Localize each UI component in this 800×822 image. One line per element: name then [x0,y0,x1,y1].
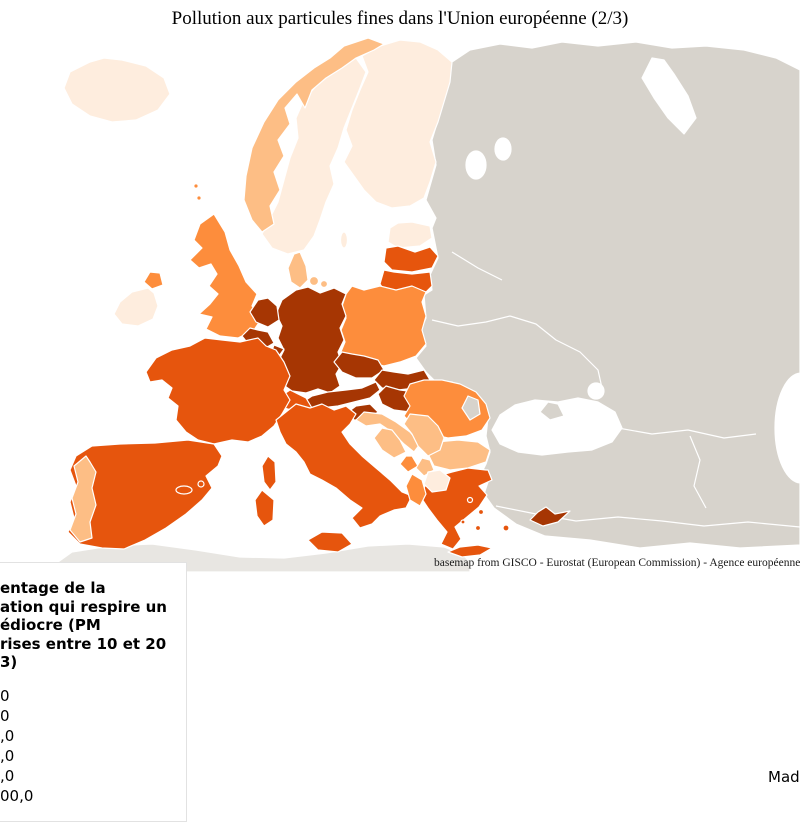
lake-onega [494,137,512,161]
country-denmark [287,251,309,289]
island-gotland [339,231,349,249]
aegean-island [460,519,466,525]
legend-values: 0 0 ,0 ,0 ,0 00,0 [0,686,186,806]
country-italy [275,403,413,529]
country-moldova [461,395,481,421]
island-mallorca [175,485,193,495]
country-norway [243,37,385,233]
country-latvia [383,245,439,273]
country-bosnia-herzegovina [373,427,407,459]
region-northern-ireland [143,271,164,290]
country-germany [275,286,347,394]
basemap-attribution: basemap from GISCO - Eurostat (European … [434,557,800,569]
country-cyprus [529,506,571,527]
country-bulgaria [427,439,491,471]
island-sardinia [254,489,275,527]
crimea [539,401,565,421]
country-north-macedonia [423,469,451,493]
sea-of-azov [587,382,605,400]
denmark-island [319,279,329,289]
europe-choropleth-map [57,37,800,573]
khartis-credit: Made with Khartis [768,768,800,786]
country-france [145,337,291,445]
country-estonia [387,221,433,249]
country-united-kingdom [189,213,263,339]
country-serbia [403,413,445,457]
aegean-island [466,496,474,504]
country-montenegro [399,455,419,473]
aegean-island [477,508,485,516]
caspian-sea [774,372,800,484]
island-menorca [197,480,205,488]
white-sea [641,57,697,135]
map-title: Pollution aux particules fines dans l'Un… [171,8,629,29]
island-sicily [307,531,353,553]
country-sweden [261,57,367,255]
legend-value-label: ,0 [0,726,15,745]
island-rhodes [502,524,510,532]
legend-box: entage de la ation qui respire un édiocr… [0,562,187,822]
aegean-island [474,524,482,532]
legend-value-label: 00,0 [0,786,34,805]
denmark-island [308,275,320,287]
island-corsica [261,455,277,491]
country-finland [343,39,453,209]
legend-value-label: ,0 [0,766,15,785]
legend-value-label: 0 [0,686,10,705]
lake-ladoga [465,150,487,180]
legend-title-line: 3) [0,653,18,671]
country-croatia [355,411,421,453]
country-spain [67,439,223,550]
country-portugal [69,455,97,543]
country-ireland [113,287,159,327]
legend-value-label: ,0 [0,746,15,765]
country-czechia [333,351,385,379]
legend-title-line: rises entre 10 et 20 [0,634,167,653]
island-shetland [193,183,199,189]
island-crete [447,544,493,558]
legend-value-label: 0 [0,706,10,725]
legend-title: entage de la ation qui respire un édiocr… [0,579,186,672]
legend-title-line: entage de la [0,579,106,597]
legend-title-line: ation qui respire un [0,597,167,616]
country-iceland [63,57,171,123]
black-sea [491,397,623,456]
legend-title-line: édiocre (PM [0,616,101,634]
country-albania [405,473,427,507]
island-shetland [196,195,202,201]
country-netherlands [249,297,280,328]
